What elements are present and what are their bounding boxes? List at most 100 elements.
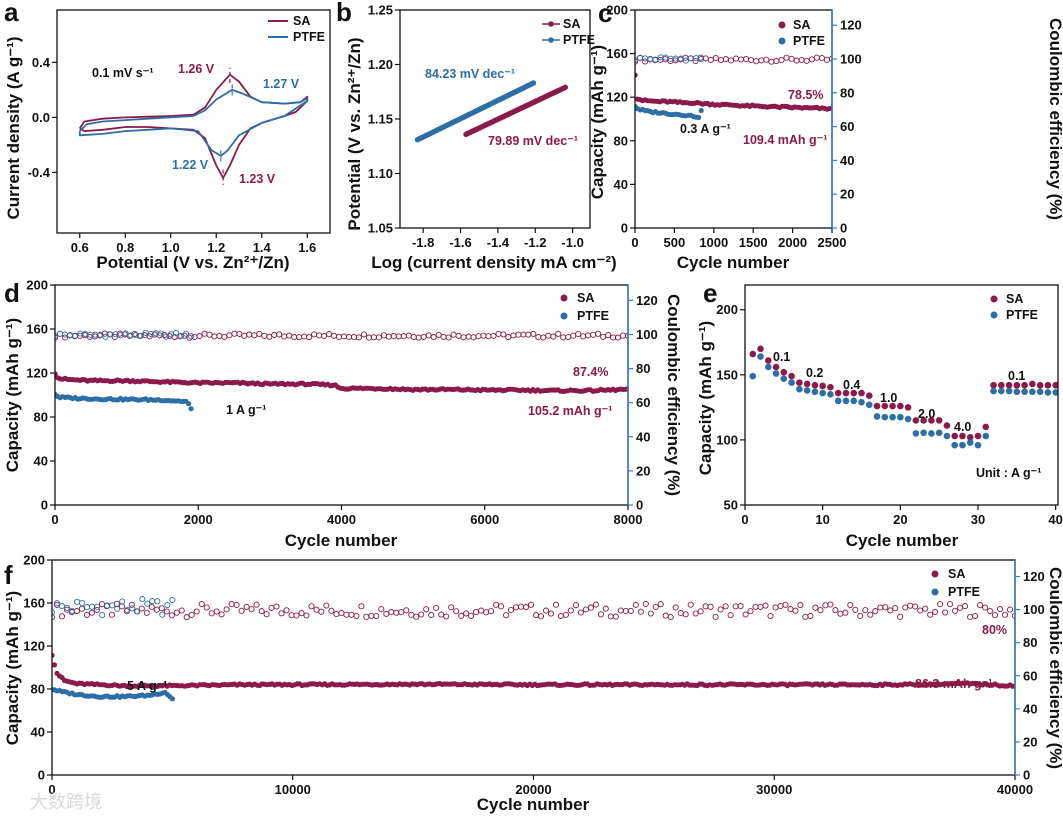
ce-point-ptfe [134, 608, 141, 615]
b-xlabel: Log (current density mA cm⁻²) [371, 253, 616, 272]
data-point-sa [827, 383, 834, 391]
data-point-ptfe [1021, 388, 1028, 396]
x-tick-label: 40 [1048, 512, 1062, 527]
ce-point-sa [565, 333, 572, 341]
x-tick-label: -1.4 [487, 235, 510, 250]
ce-point-sa [752, 603, 759, 610]
ce-point-sa [732, 603, 739, 610]
ce-point-sa [753, 58, 760, 65]
data-point-sa [982, 423, 990, 431]
ce-point-sa [605, 332, 612, 339]
y2-tick-label: 40 [1023, 701, 1037, 716]
ce-point-ptfe [642, 55, 649, 62]
ce-point-sa [867, 611, 874, 618]
ce-point-sa [355, 334, 362, 341]
ce-point-sa [458, 612, 465, 619]
x-tick-label: 1.0 [162, 240, 180, 255]
ce-point-ptfe [99, 612, 106, 619]
d-y2label: Coulombic efficiency (%) [664, 294, 683, 496]
ce-point-sa [470, 334, 477, 341]
data-point-ptfe [1044, 389, 1052, 396]
ce-point-sa [962, 603, 969, 610]
data-point-sa [920, 417, 927, 424]
legend-marker-sa [560, 294, 568, 302]
ce-point-sa [692, 610, 699, 617]
ce-point-sa [313, 606, 320, 613]
ce-point-sa [787, 606, 794, 613]
ce-point-sa [383, 610, 390, 617]
y-tick-label: 150 [716, 367, 738, 382]
ce-point-sa [580, 333, 587, 340]
ce-point-sa [413, 613, 420, 620]
ce-point-ptfe [114, 605, 121, 612]
panel-label-c: c [598, 0, 612, 28]
legend-marker-sa [990, 295, 998, 303]
e-ylabel: Capacity (mAh g⁻¹) [696, 321, 715, 475]
x-tick-label: 2000 [184, 512, 213, 527]
x-tick-label: 1000 [699, 235, 728, 250]
data-point-sa [990, 381, 997, 389]
ce-point-sa [443, 613, 450, 620]
ce-point-sa [607, 613, 614, 620]
y-tick-label: 50 [724, 498, 738, 513]
ce-point-sa [803, 57, 810, 64]
ce-point-sa [488, 608, 495, 615]
ce-point-sa [483, 609, 490, 616]
ce-point-sa [545, 332, 552, 339]
ce-point-sa [797, 602, 804, 609]
ce-point-sa [837, 610, 844, 617]
data-point-sa [796, 379, 803, 386]
data-point-sa [889, 402, 896, 410]
a-ylabel: Current density (A g⁻¹) [4, 36, 23, 219]
ce-point-sa [802, 613, 809, 620]
data-point-ptfe [865, 401, 873, 409]
ce-point-ptfe [169, 596, 176, 604]
y2-tick-label: 20 [636, 463, 650, 478]
ce-point-sa [193, 608, 200, 615]
a-legend: SA PTFE [268, 14, 325, 44]
x-tick-label: 10000 [275, 782, 311, 797]
x-tick-label: 4000 [327, 512, 356, 527]
ce-point-sa [88, 609, 95, 616]
ce-point-sa [138, 605, 145, 612]
ce-point-sa [537, 613, 545, 620]
legend-marker-ptfe [931, 588, 939, 596]
ce-point-sa [211, 333, 218, 340]
ce-point-ptfe [177, 332, 185, 339]
y2-tick-label: 60 [1023, 668, 1037, 683]
ce-point-sa [987, 607, 994, 615]
ce-point-ptfe [167, 331, 174, 338]
x-tick-label: 0 [631, 235, 638, 250]
legend-marker-sa [548, 21, 554, 27]
y-tick-label: 200 [23, 553, 45, 568]
d-legend: SA PTFE [560, 291, 609, 323]
data-point-ptfe [982, 432, 990, 440]
ce-point-sa [822, 602, 829, 609]
ce-point-sa [266, 333, 273, 340]
ce-point-sa [510, 332, 517, 339]
e-rate-label: 0.4 [843, 378, 860, 392]
ce-point-ptfe [159, 611, 166, 618]
ce-point-sa [438, 611, 445, 618]
ce-point-sa [236, 330, 243, 337]
ce-point-ptfe [97, 331, 104, 338]
x-tick-label: 2000 [778, 235, 807, 250]
ce-point-ptfe [109, 602, 116, 609]
ce-point-sa [862, 607, 869, 614]
ce-point-sa [897, 613, 904, 620]
ce-point-sa [281, 333, 288, 340]
ce-point-sa [982, 604, 989, 611]
ce-point-sa [798, 56, 805, 64]
data-point-sa [1021, 381, 1028, 389]
legend-marker-sa [931, 570, 939, 578]
ce-point-sa [652, 603, 659, 611]
ce-point-ptfe [122, 330, 129, 337]
data-point-ptfe [842, 397, 850, 405]
ce-point-sa [627, 607, 634, 614]
y-tick-label: -0.4 [28, 165, 51, 180]
ce-point-sa [642, 600, 649, 607]
panel-label-b: b [336, 0, 352, 27]
ce-point-sa [293, 612, 300, 619]
ce-point-sa [468, 612, 475, 619]
ce-point-sa [682, 611, 689, 618]
